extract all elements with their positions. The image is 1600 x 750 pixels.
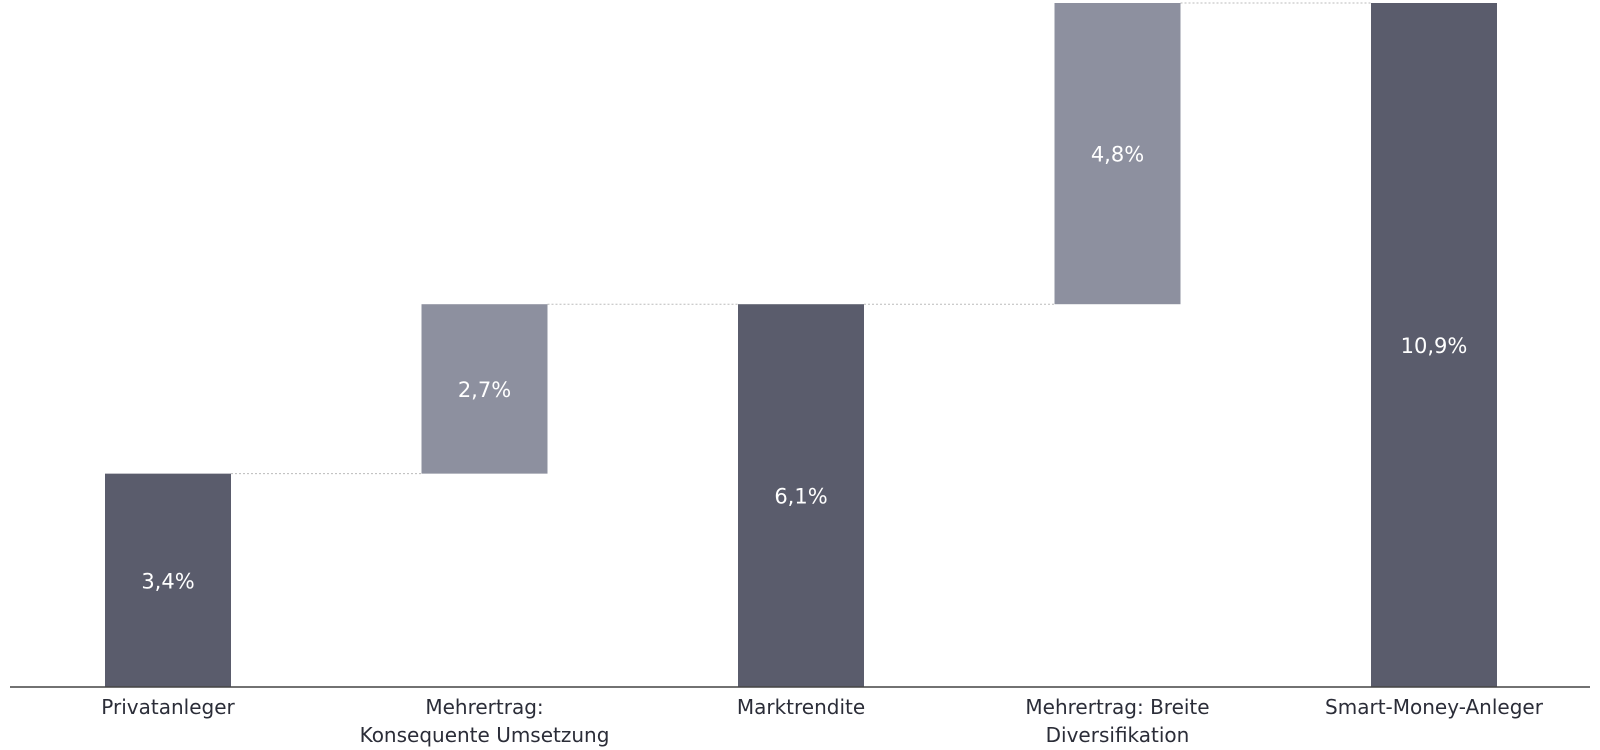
bar-2 bbox=[421, 304, 548, 474]
bar-1 bbox=[105, 473, 231, 687]
bars: 3,4% 2,7% 6,1% 4,8% 10,9% bbox=[105, 3, 1497, 687]
bar-5 bbox=[1371, 3, 1497, 687]
bar-3 bbox=[738, 304, 864, 687]
x-tick-label: Marktrendite bbox=[737, 695, 865, 719]
bar-value-label: 4,8% bbox=[1091, 143, 1144, 167]
x-tick-label: Privatanleger bbox=[101, 695, 235, 719]
bar-value-label: 6,1% bbox=[774, 485, 827, 509]
bar-value-label: 3,4% bbox=[141, 569, 194, 593]
x-tick-labels: Privatanleger Mehrertrag: Konsequente Umse… bbox=[101, 695, 1543, 747]
x-tick-label: Mehrertrag: Konsequente Umsetzung bbox=[360, 695, 610, 747]
bar-4 bbox=[1054, 3, 1181, 305]
bar-value-label: 10,9% bbox=[1401, 334, 1468, 358]
x-tick-label: Smart-Money-Anleger bbox=[1325, 695, 1544, 719]
bar-value-label: 2,7% bbox=[458, 378, 511, 402]
x-tick-label: Mehrertrag: Breite Diversifikation bbox=[1025, 695, 1209, 747]
